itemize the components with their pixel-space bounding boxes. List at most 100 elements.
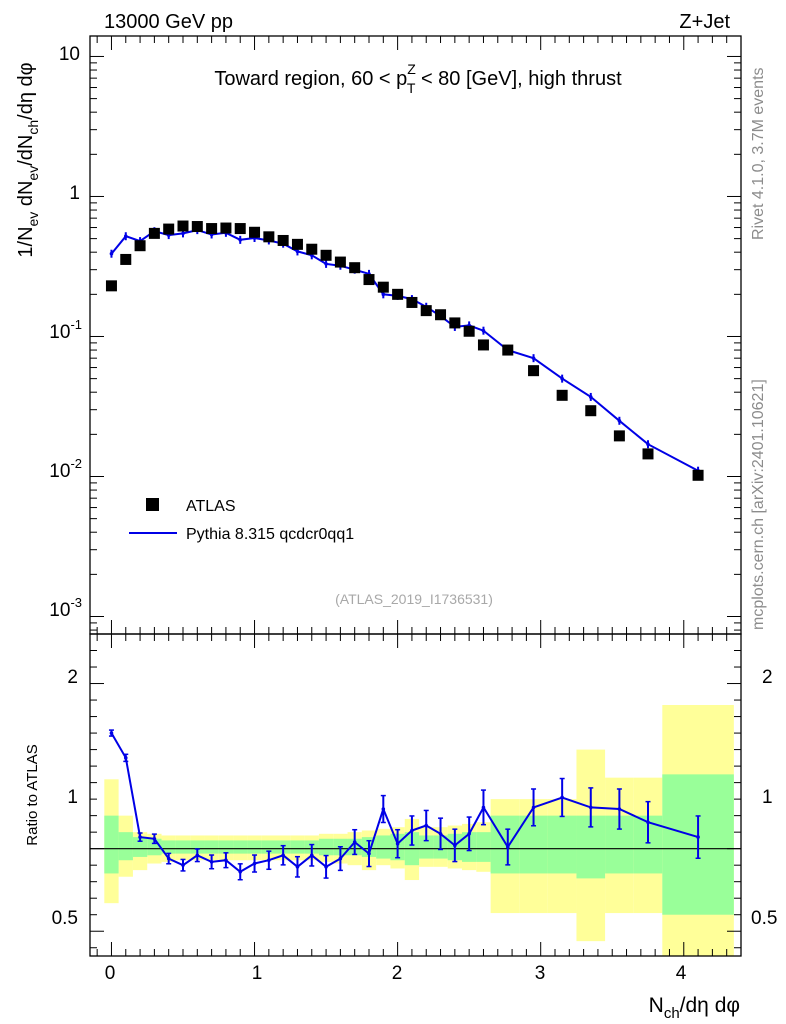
mc-point	[181, 231, 185, 236]
x-tick-label-0: 0	[105, 963, 116, 984]
ratio-mc-point	[481, 805, 486, 810]
data-point	[477, 339, 489, 351]
data-point	[120, 253, 132, 265]
data-point	[363, 274, 375, 286]
data-point	[463, 325, 475, 337]
main-y-tick-label-0.001: 10-3	[49, 595, 82, 621]
ratio-y-tick-label-right-1: 1	[762, 787, 773, 808]
data-point	[220, 222, 232, 234]
ratio-mc-point	[505, 845, 510, 849]
rivet-version-label: Rivet 4.1.0, 3.7M events	[750, 67, 767, 240]
ratio-band-inner	[132, 837, 148, 857]
mcplots-label: mcplots.cern.ch [arXiv:2401.10621]	[750, 379, 767, 630]
x-tick-label-4: 4	[676, 963, 687, 984]
ratio-band-inner	[161, 840, 176, 854]
data-point	[177, 220, 189, 232]
ratio-mc-point	[138, 835, 142, 839]
ratio-mc-point	[467, 832, 471, 836]
ratio-band-inner	[419, 835, 434, 859]
ratio-mc-point	[531, 805, 536, 810]
ratio-mc-point	[453, 843, 457, 848]
ratio-mc-point	[338, 856, 343, 861]
ratio-y-tick-label-1: 1	[67, 787, 78, 808]
ratio-panel-frame	[89, 633, 742, 957]
data-point	[334, 256, 346, 268]
ratio-band-inner	[547, 815, 577, 874]
ratio-mc-point	[367, 851, 371, 856]
ratio-mc-point	[438, 832, 443, 836]
data-point	[528, 365, 540, 377]
ratio-mc-point	[267, 858, 271, 863]
data-point	[263, 231, 275, 243]
mc-point	[588, 395, 593, 399]
ratio-y-tick-label-right-0.5: 0.5	[751, 908, 777, 929]
data-point	[377, 281, 389, 293]
ratio-mc-point	[424, 823, 429, 828]
ratio-band-inner	[118, 832, 133, 861]
mc-point	[295, 249, 300, 254]
data-point	[320, 249, 332, 261]
ratio-plot-area	[89, 633, 742, 957]
ratio-mc-point	[295, 865, 300, 869]
mc-point	[481, 328, 486, 333]
data-point	[234, 223, 246, 235]
ratio-band-inner	[104, 815, 119, 874]
legend-data-label: ATLAS	[186, 498, 236, 515]
ratio-mc-point	[352, 840, 357, 844]
data-point	[502, 344, 514, 356]
ratio-mc-point	[309, 853, 314, 858]
data-point	[163, 223, 175, 235]
x-tick-label-2: 2	[392, 963, 403, 984]
ratio-mc-point	[224, 858, 228, 863]
main-panel-frame	[89, 35, 742, 635]
ratio-band-inner	[190, 840, 205, 854]
ratio-band-inner	[290, 840, 305, 854]
ratio-mc-point	[696, 835, 700, 839]
ratio-mc-point	[560, 795, 564, 800]
data-point	[191, 221, 203, 233]
analysis-watermark: (ATLAS_2019_I1736531)	[335, 591, 493, 607]
ratio-mc-point	[252, 861, 257, 866]
data-point	[613, 430, 625, 442]
data-point	[449, 317, 461, 329]
ratio-mc-line	[110, 732, 699, 874]
ratio-mc-point	[181, 863, 185, 867]
ratio-mc-point	[109, 731, 114, 735]
mc-point	[531, 356, 536, 360]
data-point	[556, 389, 568, 401]
mc-point	[617, 418, 622, 423]
main-y-tick-label-0.01: 10-2	[49, 456, 82, 482]
main-plot-area	[89, 35, 742, 635]
mc-point	[646, 442, 650, 447]
x-tick-label-3: 3	[535, 963, 546, 984]
data-point	[134, 240, 146, 252]
data-point	[105, 280, 117, 292]
x-tick-label-1: 1	[252, 963, 263, 984]
ratio-mc-point	[588, 805, 593, 810]
ratio-y-tick-label-2: 2	[67, 667, 78, 688]
ratio-mc-point	[410, 828, 414, 833]
data-point	[420, 305, 432, 317]
header-right-label: Z+Jet	[679, 11, 730, 33]
main-y-tick-label-1: 1	[69, 183, 80, 204]
data-point	[306, 243, 318, 255]
ratio-mc-point	[395, 841, 400, 846]
data-point	[692, 469, 704, 481]
data-point	[392, 288, 404, 300]
ratio-y-tick-label-0.5: 0.5	[52, 908, 78, 929]
mc-point	[324, 262, 328, 266]
ratio-mc-point	[617, 807, 622, 811]
main-y-tick-label-0.1: 10-1	[49, 317, 82, 343]
ratio-mc-point	[152, 836, 157, 841]
ratio-band-inner	[218, 840, 234, 854]
ratio-band-inner	[261, 840, 276, 854]
ratio-mc-point	[381, 807, 386, 811]
data-point	[642, 448, 654, 460]
data-point	[277, 234, 289, 246]
ratio-mc-point	[195, 853, 200, 858]
ratio-mc-point	[238, 869, 243, 874]
ratio-mc-point	[281, 853, 285, 858]
data-point	[435, 309, 447, 321]
legend-data-marker	[146, 498, 159, 511]
